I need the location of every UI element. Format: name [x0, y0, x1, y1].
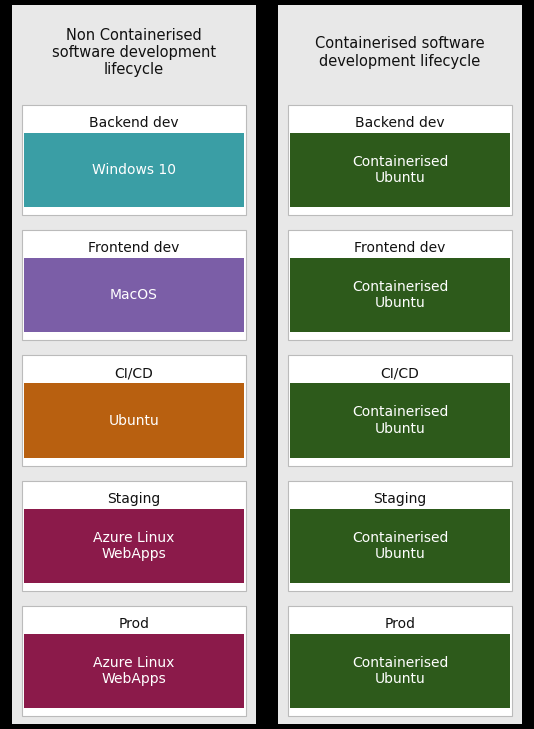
Text: CI/CD: CI/CD: [381, 367, 419, 381]
Bar: [12, 5, 256, 724]
Bar: [288, 606, 512, 716]
Text: Backend dev: Backend dev: [89, 116, 179, 130]
Text: Windows 10: Windows 10: [92, 163, 176, 177]
Text: Staging: Staging: [107, 491, 161, 506]
Text: Non Containerised
software development
lifecycle: Non Containerised software development l…: [52, 28, 216, 77]
Bar: [22, 356, 246, 466]
Text: Ubuntu: Ubuntu: [108, 413, 159, 427]
Text: Azure Linux
WebApps: Azure Linux WebApps: [93, 656, 175, 686]
Bar: [290, 634, 510, 708]
Bar: [288, 105, 512, 215]
Bar: [24, 634, 244, 708]
Text: MacOS: MacOS: [110, 288, 158, 303]
Bar: [288, 230, 512, 340]
Bar: [22, 606, 246, 716]
Text: Staging: Staging: [373, 491, 427, 506]
Bar: [24, 383, 244, 458]
Text: Containerised
Ubuntu: Containerised Ubuntu: [352, 280, 448, 311]
Bar: [290, 383, 510, 458]
Text: Backend dev: Backend dev: [355, 116, 445, 130]
Text: CI/CD: CI/CD: [115, 367, 153, 381]
Text: Frontend dev: Frontend dev: [88, 241, 179, 255]
Bar: [288, 480, 512, 590]
Bar: [24, 509, 244, 582]
Text: Containerised
Ubuntu: Containerised Ubuntu: [352, 405, 448, 436]
Text: Prod: Prod: [384, 617, 415, 631]
Bar: [24, 258, 244, 332]
Text: Containerised
Ubuntu: Containerised Ubuntu: [352, 531, 448, 561]
Bar: [278, 5, 522, 724]
Bar: [22, 230, 246, 340]
Bar: [22, 105, 246, 215]
Text: Prod: Prod: [119, 617, 150, 631]
Bar: [288, 356, 512, 466]
Text: Frontend dev: Frontend dev: [355, 241, 446, 255]
Text: Azure Linux
WebApps: Azure Linux WebApps: [93, 531, 175, 561]
Bar: [290, 258, 510, 332]
Text: Containerised
Ubuntu: Containerised Ubuntu: [352, 155, 448, 185]
Text: Containerised software
development lifecycle: Containerised software development lifec…: [315, 36, 485, 69]
Bar: [290, 509, 510, 582]
Text: Containerised
Ubuntu: Containerised Ubuntu: [352, 656, 448, 686]
Bar: [24, 133, 244, 207]
Bar: [22, 480, 246, 590]
Bar: [290, 133, 510, 207]
